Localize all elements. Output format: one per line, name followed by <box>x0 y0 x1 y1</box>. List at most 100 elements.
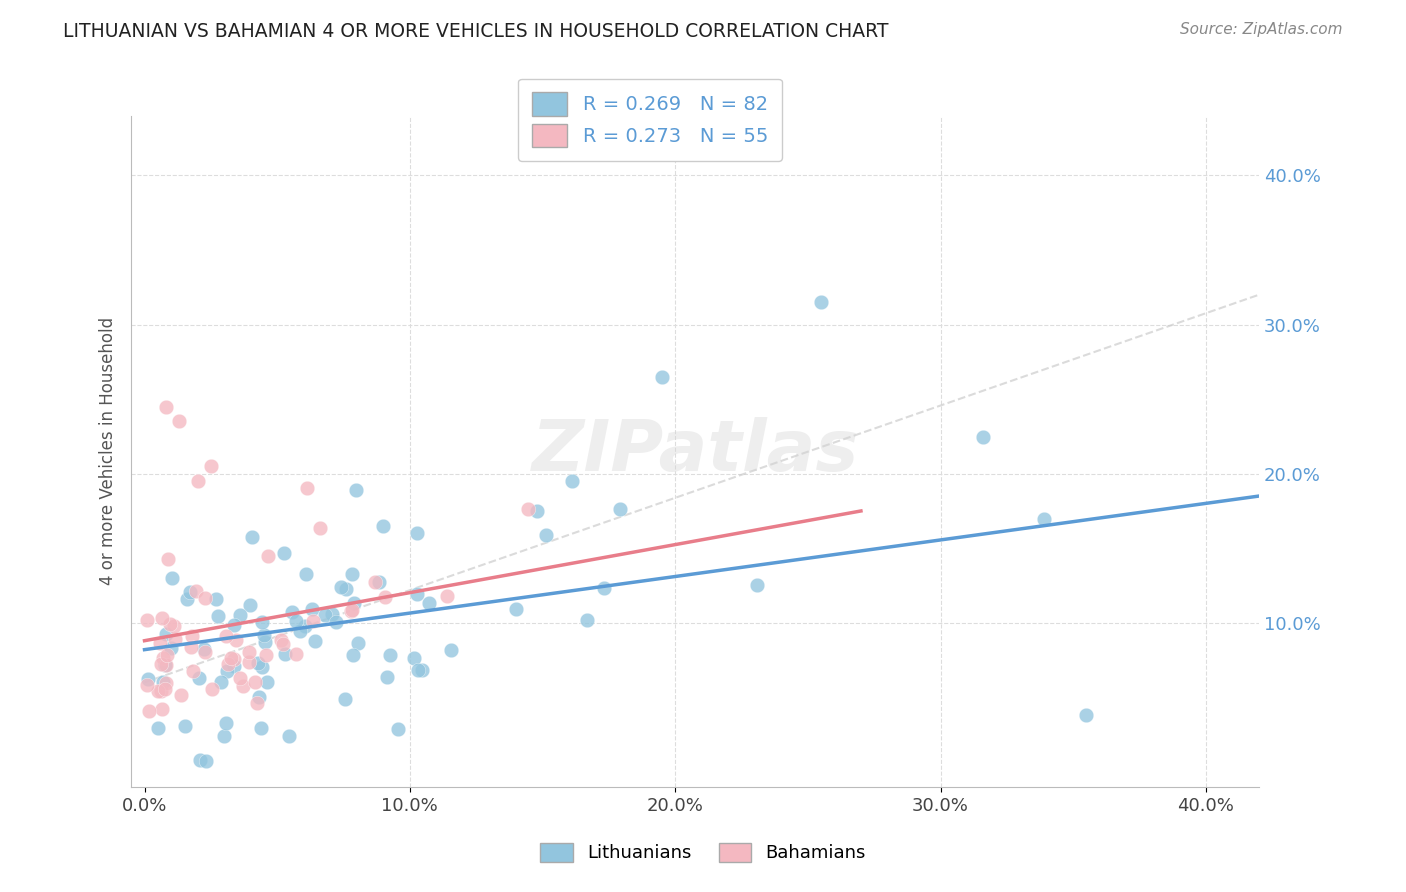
Point <box>194 591 217 606</box>
Point <box>347 636 370 650</box>
Point <box>304 633 326 648</box>
Point <box>238 644 260 658</box>
Point <box>342 648 364 663</box>
Point <box>972 430 994 444</box>
Point <box>252 659 274 673</box>
Point <box>340 605 363 619</box>
Point <box>138 704 160 718</box>
Point <box>200 459 222 474</box>
Point <box>436 589 458 603</box>
Point <box>278 729 301 743</box>
Point <box>285 614 308 628</box>
Point <box>222 618 245 632</box>
Text: ZIPatlas: ZIPatlas <box>531 417 859 486</box>
Point <box>651 369 673 384</box>
Point <box>745 578 768 592</box>
Point <box>169 688 191 702</box>
Point <box>340 566 363 581</box>
Point <box>214 716 236 731</box>
Point <box>1076 708 1098 723</box>
Point <box>229 608 252 623</box>
Point <box>284 647 307 661</box>
Point <box>219 651 242 665</box>
Point <box>194 645 217 659</box>
Legend: R = 0.269   N = 82, R = 0.273   N = 55: R = 0.269 N = 82, R = 0.273 N = 55 <box>519 78 782 161</box>
Point <box>246 696 269 710</box>
Point <box>256 549 278 563</box>
Point <box>406 663 429 677</box>
Point <box>321 607 343 621</box>
Point <box>187 474 209 488</box>
Point <box>344 483 367 498</box>
Point <box>229 672 252 686</box>
Point <box>368 574 391 589</box>
Point <box>364 575 387 590</box>
Point <box>180 629 202 643</box>
Point <box>222 659 245 673</box>
Point <box>155 658 177 673</box>
Point <box>1340 295 1362 310</box>
Point <box>225 633 247 648</box>
Point <box>517 502 540 516</box>
Point <box>256 674 278 689</box>
Point <box>159 640 181 655</box>
Point <box>254 635 277 649</box>
Point <box>152 651 174 665</box>
Point <box>593 581 616 595</box>
Point <box>294 619 316 633</box>
Point <box>505 601 527 615</box>
Point <box>232 679 254 693</box>
Point <box>325 615 347 630</box>
Point <box>146 721 169 735</box>
Point <box>238 655 260 669</box>
Point <box>270 633 292 648</box>
Point <box>281 605 304 619</box>
Point <box>201 681 224 696</box>
Point <box>301 601 323 615</box>
Point <box>1033 512 1056 526</box>
Point <box>217 657 239 671</box>
Point <box>163 619 186 633</box>
Point <box>240 530 263 544</box>
Point <box>136 613 159 627</box>
Point <box>575 613 598 627</box>
Point <box>418 596 440 610</box>
Point <box>176 592 198 607</box>
Point <box>609 502 631 516</box>
Point <box>375 670 398 684</box>
Point <box>387 722 409 736</box>
Point <box>250 722 273 736</box>
Point <box>329 580 352 594</box>
Point <box>810 295 832 310</box>
Point <box>411 663 433 677</box>
Point <box>294 567 316 582</box>
Point <box>333 692 356 706</box>
Point <box>186 583 208 598</box>
Point <box>212 729 235 743</box>
Point <box>136 673 159 687</box>
Point <box>188 671 211 685</box>
Point <box>295 481 318 495</box>
Point <box>136 678 159 692</box>
Point <box>526 504 548 518</box>
Point <box>188 753 211 767</box>
Point <box>273 648 295 662</box>
Point <box>153 657 176 672</box>
Point <box>150 657 173 672</box>
Legend: Lithuanians, Bahamians: Lithuanians, Bahamians <box>533 836 873 870</box>
Point <box>440 643 463 657</box>
Point <box>217 664 239 678</box>
Point <box>378 648 401 663</box>
Point <box>536 527 558 541</box>
Point <box>247 656 270 670</box>
Point <box>157 552 180 566</box>
Point <box>150 683 173 698</box>
Point <box>150 610 173 624</box>
Point <box>146 683 169 698</box>
Point <box>222 652 245 666</box>
Point <box>314 607 336 622</box>
Point <box>155 627 177 641</box>
Point <box>335 582 357 596</box>
Point <box>254 648 277 662</box>
Point <box>239 598 262 612</box>
